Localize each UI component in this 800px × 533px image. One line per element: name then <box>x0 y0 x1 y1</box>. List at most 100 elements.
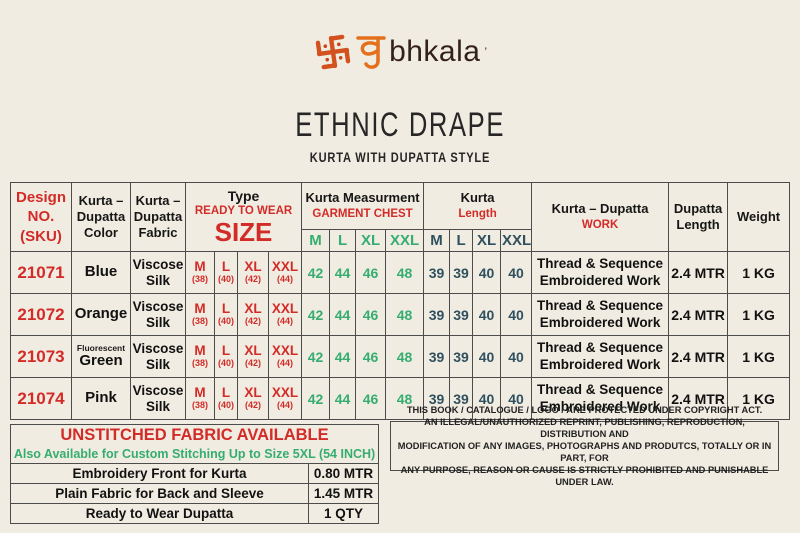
cell-chest-xl: 46 <box>355 335 387 378</box>
subheader-chest-xxl: XXL <box>385 229 425 252</box>
cell-size-l: L (40) <box>214 251 238 294</box>
cell-fabric: Viscose Silk <box>130 377 186 420</box>
cell-chest-xxl: 48 <box>385 335 425 378</box>
spec-table-head: Design NO. (SKU) Kurta – Dupatta Color K… <box>10 182 791 252</box>
cell-size-m: M (38) <box>185 335 215 378</box>
unstitched-label: Plain Fabric for Back and Sleeve <box>10 483 309 504</box>
cell-chest-xxl: 48 <box>385 293 425 336</box>
unstitched-label: Ready to Wear Dupatta <box>10 503 309 524</box>
cell-chest-xl: 46 <box>355 251 387 294</box>
unstitched-title: UNSTITCHED FABRIC AVAILABLE <box>60 425 329 444</box>
cell-chest-xxl: 48 <box>385 251 425 294</box>
cell-size-xl: XL (42) <box>237 377 269 420</box>
unstitched-row: Embroidery Front for Kurta 0.80 MTR <box>10 463 380 484</box>
cell-weight: 1 KG <box>727 335 791 378</box>
cell-design-sku: 21073 <box>10 335 72 378</box>
cell-length-m: 39 <box>423 377 451 420</box>
header-type-size: Type READY TO WEAR SIZE <box>184 182 303 252</box>
spec-table-row: 21072 Orange Viscose Silk M (38) L (40) XL… <box>10 293 791 336</box>
cell-dupatta-length: 2.4 MTR <box>668 251 729 294</box>
cell-length-l: 39 <box>449 377 474 420</box>
cell-length-l: 39 <box>449 335 474 378</box>
copyright-notice: THIS BOOK / CATALOGUE / LOGO / ARE PROTE… <box>390 405 779 487</box>
cell-fabric: Viscose Silk <box>130 335 186 378</box>
cell-chest-l: 44 <box>329 293 357 336</box>
cell-work: Thread & Sequence Embroidered Work <box>531 251 670 294</box>
brand-logo: bhkala ’ <box>0 32 800 72</box>
cell-chest-l: 44 <box>329 335 357 378</box>
cell-work: Thread & Sequence Embroidered Work <box>531 377 670 420</box>
cell-chest-xl: 46 <box>355 293 387 336</box>
cell-size-l: L (40) <box>214 335 238 378</box>
subheader-length-m: M <box>423 229 451 252</box>
copyright-line: AN ILLEGAL/UNAUTHORIZED REPRINT, PUBLISH… <box>424 416 745 439</box>
cell-weight: 1 KG <box>727 377 791 420</box>
cell-chest-m: 42 <box>301 251 331 294</box>
cell-design-sku: 21074 <box>10 377 72 420</box>
cell-length-m: 39 <box>423 335 451 378</box>
cell-size-l: L (40) <box>214 377 238 420</box>
page-title: ETHNIC DRAPE <box>295 104 505 144</box>
cell-chest-m: 42 <box>301 377 331 420</box>
subheader-chest-l: L <box>329 229 357 252</box>
cell-length-l: 39 <box>449 293 474 336</box>
cell-design-sku: 21071 <box>10 251 72 294</box>
cell-size-xxl: XXL (44) <box>267 293 303 336</box>
cell-length-l: 39 <box>449 251 474 294</box>
cell-color: Fluorescent Green <box>71 335 131 378</box>
subheader-chest-xl: XL <box>355 229 387 252</box>
cell-chest-l: 44 <box>329 251 357 294</box>
cell-fabric: Viscose Silk <box>130 251 186 294</box>
cell-size-xxl: XXL (44) <box>267 251 303 294</box>
header-design-sku: Design NO. (SKU) <box>10 182 72 252</box>
spec-table-row: 21074 Pink Viscose Silk M (38) L (40) XL (4… <box>10 377 791 420</box>
header-color: Kurta – Dupatta Color <box>71 182 131 252</box>
subheader-length-xl: XL <box>472 229 502 252</box>
cell-size-xxl: XXL (44) <box>267 377 303 420</box>
cell-chest-m: 42 <box>301 335 331 378</box>
cell-work: Thread & Sequence Embroidered Work <box>531 293 670 336</box>
cell-work: Thread & Sequence Embroidered Work <box>531 335 670 378</box>
cell-length-xxl: 40 <box>500 377 533 420</box>
cell-color: Orange <box>71 293 131 336</box>
cell-dupatta-length: 2.4 MTR <box>668 335 729 378</box>
cell-size-xl: XL (42) <box>237 251 269 294</box>
page-subtitle: KURTA WITH DUPATTA STYLE <box>309 150 491 165</box>
cell-length-xl: 40 <box>472 293 502 336</box>
brand-name: bhkala <box>389 35 481 68</box>
cell-fabric: Viscose Silk <box>130 293 186 336</box>
header-dupatta-length: Dupatta Length <box>668 182 729 252</box>
cell-design-sku: 21072 <box>10 293 72 336</box>
cell-size-m: M (38) <box>185 251 215 294</box>
cell-dupatta-length: 2.4 MTR <box>668 377 729 420</box>
unstitched-row: Plain Fabric for Back and Sleeve 1.45 MT… <box>10 483 380 504</box>
copyright-line: THIS BOOK / CATALOGUE / LOGO / ARE PROTE… <box>406 404 763 415</box>
spec-table-row: 21071 Blue Viscose Silk M (38) L (40) XL (4… <box>10 251 791 294</box>
cell-length-xl: 40 <box>472 335 502 378</box>
cell-length-xxl: 40 <box>500 293 533 336</box>
unstitched-value: 1.45 MTR <box>307 483 380 504</box>
subheader-chest-m: M <box>301 229 331 252</box>
cell-chest-m: 42 <box>301 293 331 336</box>
cell-chest-xxl: 48 <box>385 377 425 420</box>
unstitched-label: Embroidery Front for Kurta <box>10 463 309 484</box>
spec-table-row: 21073 Fluorescent Green Viscose Silk M (3… <box>10 335 791 378</box>
copyright-line: ANY PURPOSE, REASON OR CAUSE IS STRICTLY… <box>400 465 769 488</box>
subheader-length-l: L <box>449 229 474 252</box>
cell-dupatta-length: 2.4 MTR <box>668 293 729 336</box>
unstitched-subtitle: Also Available for Custom Stitching Up t… <box>13 446 376 461</box>
unstitched-value: 1 QTY <box>307 503 380 524</box>
spec-table-body: 21071 Blue Viscose Silk M (38) L (40) XL (4… <box>10 251 791 420</box>
cell-length-xl: 40 <box>472 251 502 294</box>
cell-chest-l: 44 <box>329 377 357 420</box>
cell-size-m: M (38) <box>185 293 215 336</box>
cell-size-xl: XL (42) <box>237 335 269 378</box>
cell-length-xxl: 40 <box>500 251 533 294</box>
cell-size-xl: XL (42) <box>237 293 269 336</box>
cell-color: Pink <box>71 377 131 420</box>
brand-trademark: ’ <box>484 45 487 58</box>
header-work: Kurta – Dupatta WORK <box>531 182 670 252</box>
cell-weight: 1 KG <box>727 293 791 336</box>
cell-length-xxl: 40 <box>500 335 533 378</box>
